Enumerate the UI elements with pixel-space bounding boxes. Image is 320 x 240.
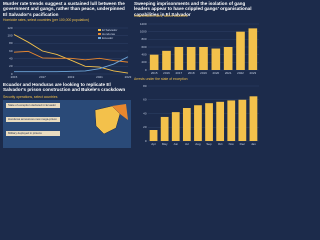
x-tick-label: Sep (206, 142, 212, 146)
bar (171, 112, 180, 141)
x-tick-label: 2021 (225, 71, 232, 75)
legend-label: Honduras (102, 32, 116, 36)
y-tick-label: 40 (9, 56, 13, 60)
map-note: State of exception declared in Ecuador (6, 103, 60, 109)
y-tick-label: 200 (141, 60, 146, 64)
x-tick-label: 2023 (125, 75, 132, 79)
y-tick-label: 800 (141, 37, 146, 41)
y-tick-label: 80 (143, 84, 147, 88)
charts: 0 20 40 60 80 100 120 2015 2017 2019 2021 2023 El Sa… (7, 22, 259, 146)
x-tick-label: Aug (195, 142, 201, 146)
x-tick-label: 2019 (68, 75, 75, 79)
y-tick-label: 0 (11, 72, 13, 76)
x-tick-label: May (162, 142, 168, 146)
x-tick-label: 2017 (175, 71, 182, 75)
y-tick-label: 120 (7, 26, 12, 30)
y-tick-label: 60 (143, 98, 147, 102)
headline: Sweeping imprisonments and the isolation… (134, 1, 252, 17)
legend-swatch (98, 29, 101, 31)
bar (236, 31, 245, 71)
x-tick-label: Jun (173, 142, 178, 146)
x-tick-label: 2022 (237, 71, 244, 75)
chart-title: Incarceration rates, select countries (134, 14, 188, 18)
legend-label: Ecuador (102, 36, 113, 40)
headline: Ecuador and Honduras are looking to repl… (3, 82, 126, 93)
chart-title: Homicide rates, select countries (per 10… (3, 18, 89, 22)
headline: Murder rate trends suggest a sustained l… (3, 1, 125, 17)
y-tick-label: 600 (141, 45, 146, 49)
x-tick-label: 2018 (188, 71, 195, 75)
x-tick-label: 2016 (163, 71, 170, 75)
y-tick-label: 20 (143, 125, 147, 129)
y-tick-label: 0 (145, 139, 147, 143)
x-tick-label: 2015 (11, 75, 18, 79)
y-tick-label: 100 (7, 33, 12, 37)
x-tick-label: 2019 (200, 71, 207, 75)
bar (223, 47, 233, 70)
x-tick-label: 2023 (249, 71, 256, 75)
bar (160, 116, 169, 141)
x-tick-label: Nov (229, 142, 235, 146)
bar (238, 99, 247, 141)
bar (194, 105, 202, 141)
x-tick-label: 2017 (39, 75, 46, 79)
bar (149, 54, 159, 70)
map-title: Security operations, select countries (3, 95, 58, 99)
y-tick-label: 20 (9, 64, 13, 68)
bar (227, 100, 236, 141)
y-tick-label: 400 (141, 52, 146, 56)
x-tick-label: 2015 (151, 71, 158, 75)
line (13, 50, 129, 63)
bar (162, 50, 171, 70)
legend-label: El Salvador (102, 28, 117, 32)
y-tick-label: 0 (145, 68, 147, 72)
y-tick-label: 1200 (140, 22, 147, 26)
x-tick-label: 2020 (212, 71, 219, 75)
bar (149, 130, 158, 141)
y-tick-label: 40 (143, 111, 147, 115)
map-note: Honduras announces new mega-prison (6, 117, 60, 123)
x-tick-label: Oct (218, 142, 223, 146)
bar (249, 96, 258, 141)
legend-swatch (98, 33, 101, 35)
x-tick-label: Jan (251, 142, 256, 146)
bar (216, 101, 225, 141)
bar (248, 28, 258, 70)
x-tick-label: 2021 (96, 75, 103, 79)
x-tick-label: Dec (240, 142, 246, 146)
line (13, 34, 129, 74)
y-tick-label: 80 (9, 41, 13, 45)
line (14, 56, 129, 73)
bar (199, 47, 208, 70)
bar (182, 108, 191, 141)
chart-title: Arrests under the state of exception (134, 77, 188, 81)
bar (211, 48, 221, 70)
bar (205, 103, 213, 141)
legend-swatch (98, 37, 101, 39)
y-tick-label: 1000 (140, 29, 147, 33)
x-tick-label: Jul (185, 142, 189, 146)
map-country (112, 104, 128, 120)
page: {"headlines":["Murder rate trends sugges… (3, 1, 259, 148)
x-tick-label: Apr (151, 142, 156, 146)
bar (186, 47, 196, 70)
bar (174, 47, 184, 70)
map-note: Military deployed in prisons (6, 131, 60, 137)
y-tick-label: 60 (9, 49, 13, 53)
